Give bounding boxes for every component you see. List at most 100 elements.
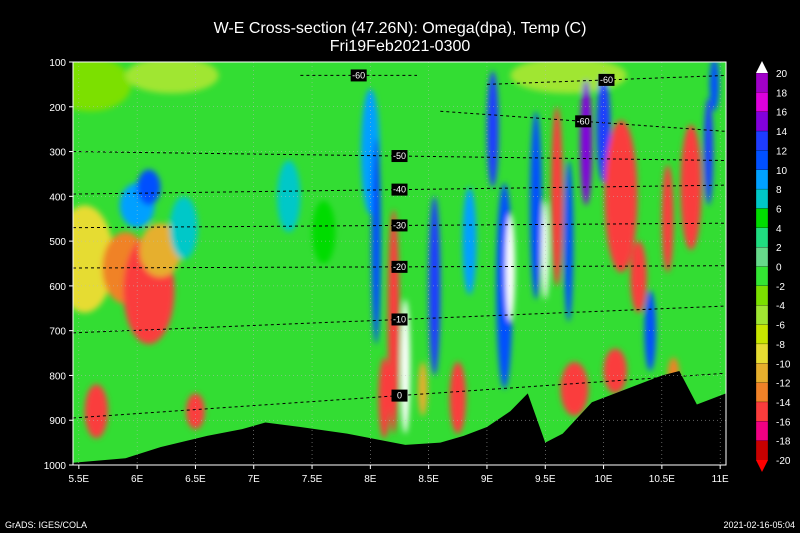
omega-blob [596,75,611,183]
x-tick-label: 7E [248,474,261,485]
x-tick-label: 6.5E [185,474,206,485]
contour-labels: -60 -60 -60 -50 -40 -30 -20 -10 0 [350,69,615,402]
omega-blob [169,196,198,260]
x-tick-label: 5.5E [69,474,90,485]
contour-label-bg [391,389,408,402]
colorbar-label: -6 [776,321,785,332]
colorbar-swatch [755,382,769,403]
omega-blob [449,362,466,434]
footer-credit: GrADS: IGES/COLA [5,520,87,530]
plot-area [73,62,726,465]
colorbar-swatch [755,188,769,210]
omega-blob [371,138,381,345]
y-tick-label: 1000 [44,461,67,472]
y-tick-label: 900 [49,416,66,427]
omega-blob [551,106,563,286]
contour-label-bg [391,183,408,196]
omega-blob [644,290,657,371]
colorbar-bottom-arrow [756,460,768,472]
temperature-contour [486,74,726,85]
grid-lines [73,62,726,465]
colorbar-swatch [755,227,769,248]
contour-label: -60 [577,116,590,126]
contour-label-bg [391,313,408,326]
contour-label: -20 [393,262,406,272]
colorbar-label: 0 [776,263,782,274]
x-tick-label: 9.5E [535,474,556,485]
omega-blob [603,348,627,394]
omega-blob [84,384,108,439]
colorbar-label: -16 [776,417,791,428]
contour-label-bg [391,219,408,232]
colorbar-label: 18 [776,88,788,99]
omega-blob [312,200,336,264]
colorbar-label: -14 [776,398,791,409]
y-tick-label: 500 [49,237,66,248]
colorbar-label: 6 [776,204,782,215]
contour-label-bg [391,260,408,273]
omega-blob [560,362,589,416]
contour-label-bg [575,115,592,128]
colorbar-label: -4 [776,301,785,312]
colorbar-label: -12 [776,379,791,390]
x-tick-label: 8E [364,474,377,485]
temperature-contour [73,372,726,419]
colorbar-swatch [755,208,769,229]
colorbar-swatch [755,401,769,422]
plot-frame [72,61,727,466]
colorbar-swatch [755,150,769,171]
chart-subtitle: Fri19Feb2021-0300 [330,38,471,55]
colorbar-swatch [755,130,769,152]
colorbar-label: 4 [776,224,782,235]
colorbar-swatch [755,305,769,326]
y-tick-label: 800 [49,371,66,382]
colorbar-label: 12 [776,146,788,157]
colorbar-swatch [755,246,769,268]
omega-blob [580,79,592,206]
omega-blob [709,62,720,112]
y-tick-label: 600 [49,282,66,293]
contour-label: -50 [393,151,406,161]
omega-blob [530,111,542,300]
colorbar-swatch [755,72,769,94]
omega-blob [680,124,702,251]
colorbar-label: 20 [776,69,788,80]
y-tick-label: 200 [49,103,66,114]
x-tick-label: 6E [131,474,144,485]
contour-label-bg [598,73,615,86]
colorbar-top-arrow [756,61,768,73]
colorbar-swatch [755,285,769,306]
omega-blob [277,160,301,233]
y-axis: 100 200 300 400 500 600 700 800 900 1000 [44,58,73,472]
omega-blob [661,164,674,273]
colorbar-swatch [755,169,769,190]
x-tick-label: 10.5E [649,474,675,485]
y-tick-label: 300 [49,148,66,159]
colorbar-label: 16 [776,108,788,119]
omega-blob [125,62,219,94]
omega-blob [510,62,627,94]
y-tick-label: 400 [49,192,66,203]
colorbar-swatch [755,266,769,287]
contour-label: -60 [352,70,365,80]
omega-blob [486,70,499,188]
x-tick-label: 11E [712,474,729,485]
colorbar-label: -8 [776,340,785,351]
omega-blob [137,169,161,206]
colorbar-swatch [755,92,769,113]
colorbar-label: -18 [776,437,791,448]
colorbar-swatch [755,440,769,461]
footer-timestamp: 2021-02-16-05:04 [723,520,795,530]
colorbar-swatch [755,111,769,132]
contour-label: 0 [397,391,402,401]
omega-blob [428,196,441,376]
omega-blob [563,160,574,322]
colorbar-label: 10 [776,166,788,177]
terrain-mask [73,370,726,465]
colorbar-label: -2 [776,282,785,293]
contour-label: -30 [393,220,406,230]
contour-label-bg [350,69,367,82]
omega-blob [73,62,132,112]
x-tick-label: 8.5E [418,474,439,485]
